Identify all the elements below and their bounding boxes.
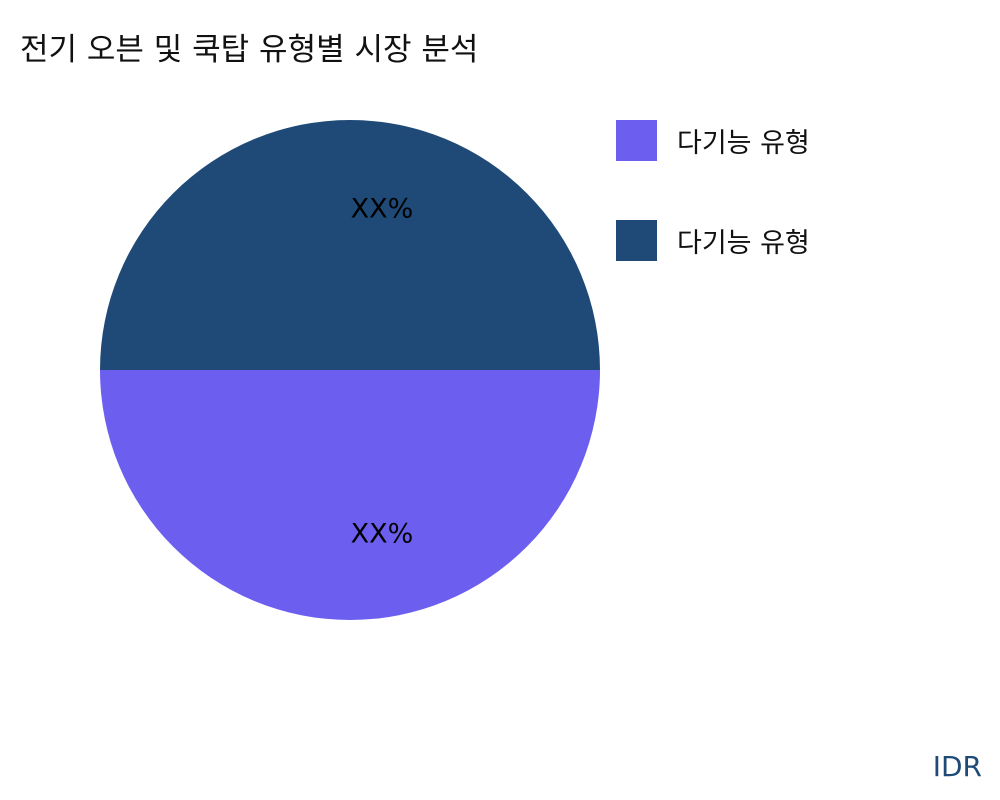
pie-slice — [100, 370, 600, 620]
legend-swatch — [616, 120, 657, 161]
chart-title: 전기 오븐 및 쿡탑 유형별 시장 분석 — [20, 32, 479, 68]
legend-swatch — [616, 220, 657, 261]
slice-label: XX% — [351, 194, 414, 225]
brand-logo: IDR — [932, 750, 982, 783]
legend-label: 다기능 유형 — [677, 128, 810, 159]
legend-item: 다기능 유형 — [616, 120, 810, 161]
slice-label: XX% — [351, 519, 414, 550]
legend-item: 다기능 유형 — [616, 220, 810, 261]
legend-label: 다기능 유형 — [677, 228, 810, 259]
pie-slice — [100, 120, 600, 370]
